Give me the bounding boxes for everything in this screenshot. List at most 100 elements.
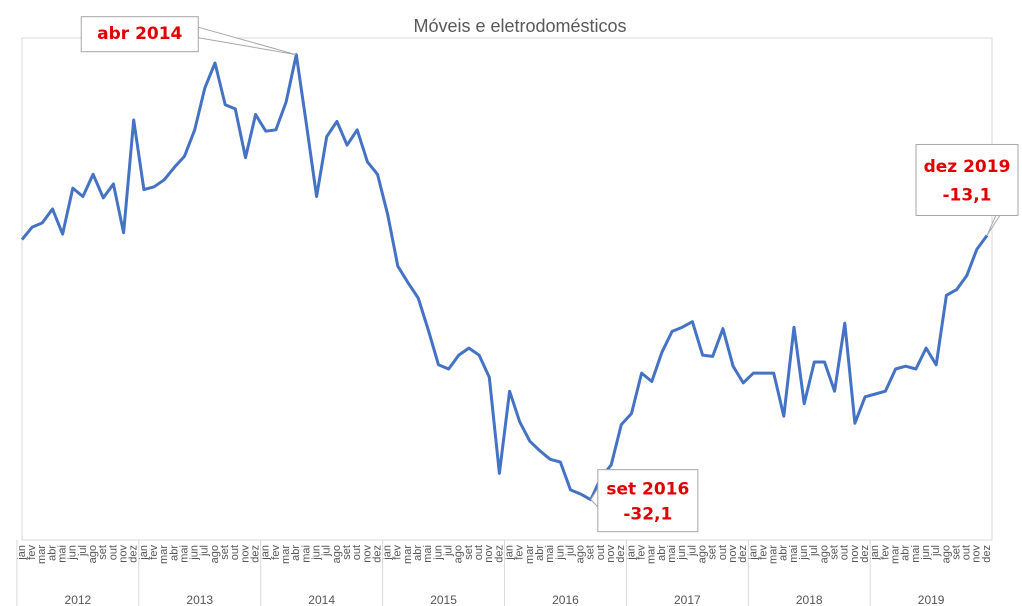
x-tick-label: jul [686, 545, 698, 557]
x-tick-label: nov [727, 545, 739, 563]
annotation-label: abr 2014 [97, 24, 182, 44]
x-tick-label: jan [16, 545, 28, 561]
year-label: 2014 [308, 593, 335, 606]
annotation: set 2016 -32,1 [590, 469, 699, 533]
year-label: 2015 [430, 593, 457, 606]
x-tick-label: abr [656, 545, 668, 561]
x-tick-label: fev [270, 545, 282, 560]
x-tick-label: jul [930, 545, 942, 557]
x-tick-label: set [97, 545, 109, 560]
x-tick-label: mai [910, 545, 922, 563]
x-tick-label: dez [615, 545, 627, 563]
x-tick-label: jul [321, 545, 333, 557]
data-label: -32,1 [623, 504, 672, 524]
x-tick-label: abr [290, 545, 302, 561]
x-tick-label: set [341, 545, 353, 560]
x-tick-label: mai [544, 545, 556, 563]
x-tick-label: jan [625, 545, 637, 561]
x-tick-label: set [463, 545, 475, 560]
chart-title: Móveis e eletrodomésticos [413, 16, 626, 36]
x-tick-label: jan [869, 545, 881, 561]
x-tick-label: nov [483, 545, 495, 563]
x-tick-label: set [950, 545, 962, 560]
line [20, 53, 989, 502]
x-tick-label: dez [128, 545, 140, 563]
x-tick-label: fev [514, 545, 526, 560]
x-tick-label: ago [818, 545, 830, 563]
x-tick-label: fev [636, 545, 648, 560]
x-tick-label: abr [900, 545, 912, 561]
x-tick-label: nov [971, 545, 983, 563]
x-tick-label: mar [36, 545, 48, 564]
x-tick-label: set [707, 545, 719, 560]
x-tick-label: dez [250, 545, 262, 563]
x-tick-label: ago [87, 545, 99, 563]
x-tick-label: mai [666, 545, 678, 563]
annotation-box [80, 16, 199, 53]
x-tick-label: dez [371, 545, 383, 563]
x-tick-label: mai [57, 545, 69, 563]
x-tick-label: abr [534, 545, 546, 561]
x-tick-label: jul [443, 545, 455, 557]
x-tick-label: jul [564, 545, 576, 557]
x-tick-label: out [351, 545, 363, 560]
x-tick-label: jun [676, 545, 688, 561]
x-tick-label: mai [788, 545, 800, 563]
annotation-label: dez 2019 [924, 157, 1011, 177]
x-tick-label: jan [503, 545, 515, 561]
year-label: 2018 [796, 593, 823, 606]
x-tick-label: abr [778, 545, 790, 561]
x-tick-label: out [107, 545, 119, 560]
x-tick-label: mar [280, 545, 292, 564]
x-tick-label: ago [453, 545, 465, 563]
x-tick-label: jun [432, 545, 444, 561]
x-tick-label: nov [117, 545, 129, 563]
x-tick-label: ago [696, 545, 708, 563]
x-tick-label: jan [138, 545, 150, 561]
x-tick-label: ago [331, 545, 343, 563]
x-tick-label: mar [402, 545, 414, 564]
year-label: 2013 [186, 593, 213, 606]
x-tick-label: jun [554, 545, 566, 561]
year-label: 2016 [552, 593, 579, 606]
x-tick-label: fev [757, 545, 769, 560]
year-label: 2012 [65, 593, 92, 606]
annotation-label: set 2016 [606, 480, 689, 500]
x-tick-label: mar [524, 545, 536, 564]
annotation-box [915, 143, 1019, 216]
x-tick-label: jul [808, 545, 820, 557]
x-tick-label: nov [605, 545, 617, 563]
x-tick-label: set [585, 545, 597, 560]
year-label: 2019 [918, 593, 945, 606]
x-tick-label: mar [646, 545, 658, 564]
x-tick-label: out [961, 545, 973, 560]
x-tick-label: out [595, 545, 607, 560]
x-tick-label: jan [260, 545, 272, 561]
x-tick-label: jun [67, 545, 79, 561]
x-tick-label: jul [199, 545, 211, 557]
x-tick-label: fev [879, 545, 891, 560]
x-tick-label: jun [920, 545, 932, 561]
x-tick-label: jan [382, 545, 394, 561]
x-tick-label: fev [26, 545, 38, 560]
x-tick-label: out [839, 545, 851, 560]
x-tick-label: abr [412, 545, 424, 561]
x-tick-label: fev [392, 545, 404, 560]
x-tick-label: nov [361, 545, 373, 563]
x-tick-label: mar [889, 545, 901, 564]
x-tick-label: mai [422, 545, 434, 563]
x-tick-label: dez [493, 545, 505, 563]
x-tick-label: mai [178, 545, 190, 563]
annotation: dez 2019 -13,1 [915, 143, 1019, 236]
annotation: abr 2014 [80, 16, 297, 56]
x-tick-label: dez [981, 545, 993, 563]
x-tick-label: jun [798, 545, 810, 561]
x-tick-label: mai [300, 545, 312, 563]
year-label: 2017 [674, 593, 701, 606]
x-tick-label: out [473, 545, 485, 560]
x-tick-label: set [219, 545, 231, 560]
x-tick-label: dez [737, 545, 749, 563]
x-tick-label: out [717, 545, 729, 560]
x-tick-label: jan [747, 545, 759, 561]
